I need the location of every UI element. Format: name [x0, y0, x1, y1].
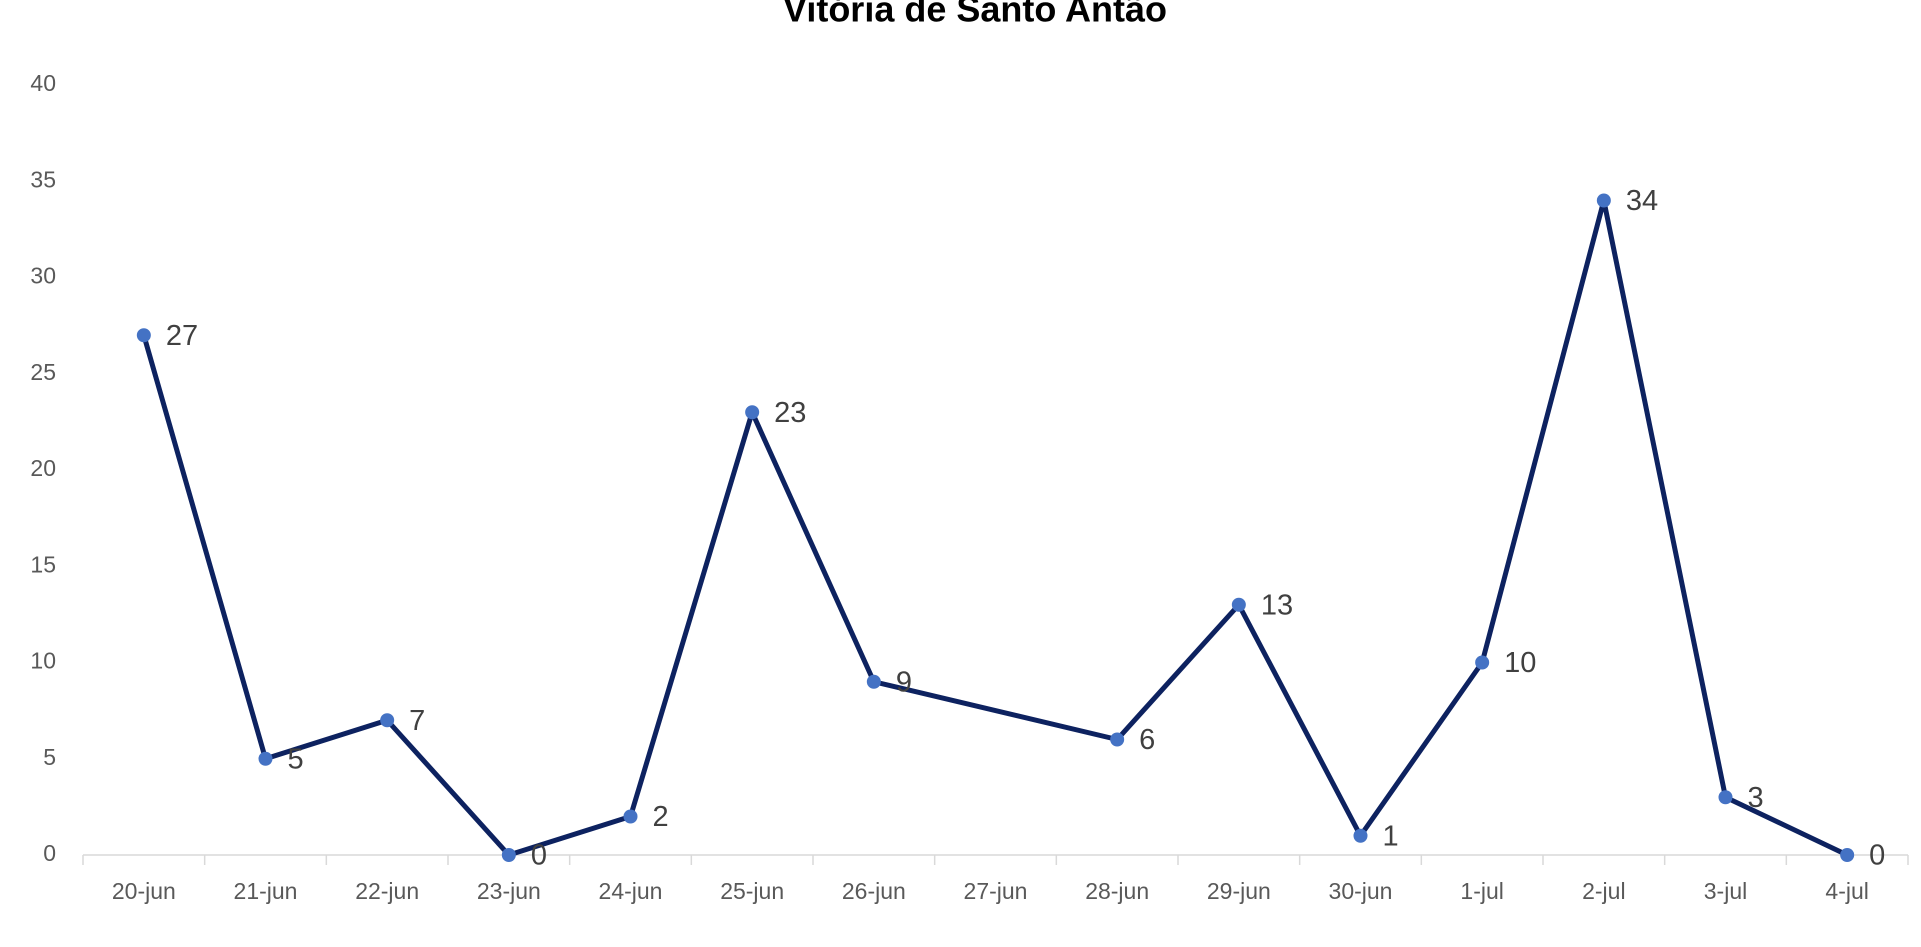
y-tick-label: 35	[30, 166, 56, 192]
y-tick-label: 10	[30, 648, 56, 674]
data-point	[866, 674, 881, 689]
data-point	[258, 751, 273, 766]
x-tick-label: 24-jun	[599, 878, 663, 904]
data-label: 6	[1139, 724, 1155, 756]
data-point	[1475, 655, 1490, 670]
y-tick-label: 40	[30, 70, 56, 96]
y-tick-label: 5	[43, 744, 56, 770]
data-label: 10	[1504, 647, 1536, 679]
x-tick-label: 20-jun	[112, 878, 176, 904]
y-tick-label: 15	[30, 551, 56, 577]
y-tick-label: 20	[30, 455, 56, 481]
x-tick-label: 29-jun	[1207, 878, 1271, 904]
x-tick-label: 28-jun	[1085, 878, 1149, 904]
data-point	[745, 405, 760, 420]
data-label: 3	[1748, 782, 1764, 814]
chart-title: Vitória de Santo Antão	[783, 0, 1167, 30]
data-label: 9	[896, 666, 912, 698]
series-line	[141, 198, 1849, 858]
x-tick-label: 4-jul	[1825, 878, 1868, 904]
x-tick-label: 23-jun	[477, 878, 541, 904]
data-label: 5	[288, 743, 304, 775]
data-point	[1231, 597, 1246, 612]
x-tick-label: 2-jul	[1582, 878, 1625, 904]
x-tick-label: 27-jun	[964, 878, 1028, 904]
data-label: 0	[1869, 840, 1885, 872]
data-label: 7	[409, 705, 425, 737]
x-tick-label: 30-jun	[1329, 878, 1393, 904]
data-point	[1110, 732, 1125, 747]
data-point	[623, 809, 638, 824]
y-tick-label: 0	[43, 840, 56, 866]
data-label: 27	[166, 320, 198, 352]
data-point	[501, 848, 516, 862]
data-point	[1718, 790, 1733, 805]
data-label: 2	[653, 801, 669, 833]
x-tick-label: 26-jun	[842, 878, 906, 904]
x-tick-label: 22-jun	[355, 878, 419, 904]
y-tick-label: 30	[30, 263, 56, 289]
data-label: 34	[1626, 185, 1658, 217]
data-label: 0	[531, 840, 547, 872]
data-label: 23	[774, 397, 806, 429]
data-point	[380, 713, 395, 728]
x-tick-label: 3-jul	[1704, 878, 1747, 904]
data-point	[1353, 828, 1368, 843]
data-label: 13	[1261, 589, 1293, 621]
data-point	[1840, 848, 1855, 862]
data-point	[1596, 193, 1611, 208]
x-tick-label: 21-jun	[234, 878, 298, 904]
x-tick-label: 25-jun	[720, 878, 784, 904]
x-tick-label: 1-jul	[1460, 878, 1503, 904]
data-point	[136, 328, 151, 343]
y-tick-label: 25	[30, 359, 56, 385]
data-label: 1	[1383, 820, 1399, 852]
